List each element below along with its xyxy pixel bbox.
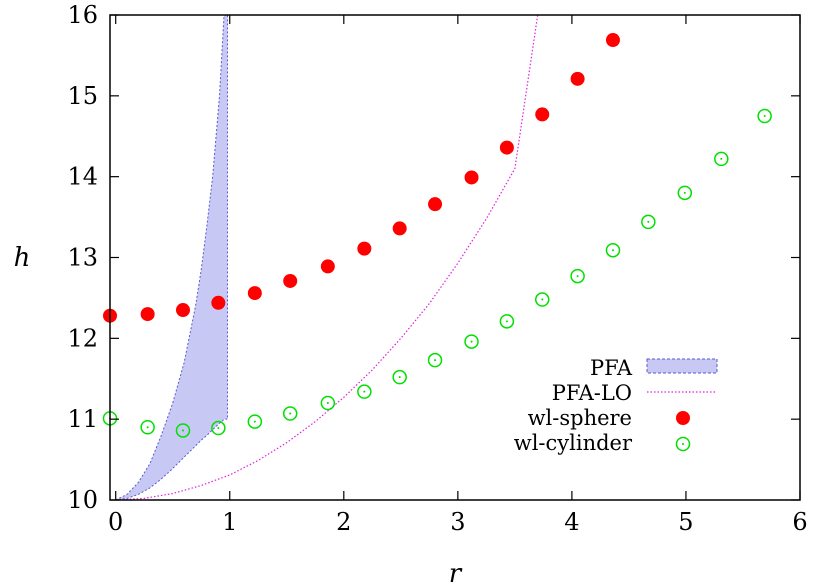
wl-sphere-point: [499, 140, 514, 155]
wl-cylinder-point-dot: [363, 390, 366, 393]
wl-cylinder-point-dot: [763, 115, 766, 118]
wl-sphere-point: [175, 303, 190, 318]
y-tick-label: 13: [67, 244, 98, 272]
y-tick-label: 12: [67, 324, 98, 352]
wl-cylinder-point: [247, 414, 263, 429]
wl-cylinder-point-dot: [146, 426, 149, 429]
pfa-band-layer: [115, 15, 228, 500]
wl-cylinder-point: [392, 369, 407, 385]
wl-cylinder-point: [570, 268, 585, 284]
x-tick-label: 4: [564, 508, 579, 536]
y-tick-label: 15: [67, 82, 98, 110]
wl-cylinder-point: [357, 384, 372, 399]
wl-cylinder-point: [757, 108, 772, 124]
wl-sphere-point: [392, 221, 407, 236]
y-tick-label: 11: [67, 405, 98, 433]
wl-cylinder-point: [140, 420, 155, 435]
wl-cylinder-point-dot: [720, 157, 723, 160]
legend: PFA PFA-LO wl-sphere wl-cylinder: [514, 356, 718, 455]
y-tick-label: 14: [67, 163, 98, 191]
wl-cylinder-point-dot: [434, 359, 437, 362]
wl-cylinder-point: [320, 395, 336, 411]
wl-sphere-point: [211, 295, 226, 310]
wl-cylinder-point-dot: [505, 320, 508, 323]
x-tick-label: 2: [336, 508, 351, 536]
wl-sphere-point: [247, 286, 262, 301]
wl-sphere-point: [140, 307, 155, 322]
wl-cylinder-point: [714, 151, 729, 167]
y-axis-label: h: [14, 243, 31, 273]
pfa-band: [115, 15, 228, 500]
wl-sphere-point: [428, 197, 443, 212]
legend-label-wl-cylinder: wl-cylinder: [514, 431, 633, 455]
wl-cylinder-point: [175, 423, 191, 438]
wl-cylinder-point-dot: [289, 412, 292, 415]
wl-cylinder-point-dot: [470, 340, 473, 343]
wl-cylinder-point-dot: [647, 220, 650, 223]
wl-cylinder-point-dot: [683, 191, 686, 194]
legend-label-wl-sphere: wl-sphere: [528, 406, 632, 430]
wl-cylinder-point-dot: [398, 376, 401, 379]
pfa-lo-line-layer: [115, 15, 539, 500]
wl-sphere-point: [605, 33, 620, 48]
legend-marker-wl-sphere: [676, 411, 690, 425]
x-tick-label: 1: [222, 508, 237, 536]
pfa-lo-line: [115, 15, 539, 500]
wl-cylinder-point: [499, 314, 515, 329]
wl-cylinder-point-dot: [326, 402, 329, 404]
wl-cylinder-point-dot: [217, 427, 220, 430]
wl-cylinder-point-dot: [253, 420, 256, 423]
legend-label-pfa: PFA: [590, 356, 633, 380]
wl-sphere-point: [357, 241, 372, 256]
x-tick-label: 6: [792, 508, 807, 536]
legend-marker-wl-cylinder-dot: [682, 443, 684, 445]
wl-sphere-point: [464, 170, 479, 185]
points-layer: [102, 33, 772, 438]
legend-swatch-pfa: [646, 358, 718, 374]
wl-sphere-point: [535, 107, 550, 122]
wl-cylinder-point: [211, 420, 226, 436]
wl-cylinder-point: [282, 406, 298, 421]
wl-cylinder-point-dot: [181, 429, 184, 432]
legend-marker-wl-cylinder: [675, 436, 691, 452]
x-tick-label: 3: [450, 508, 465, 536]
x-tick-label: 5: [678, 508, 693, 536]
y-tick-label: 10: [67, 486, 98, 514]
legend-label-pfa-lo: PFA-LO: [552, 381, 632, 405]
wl-cylinder-point-dot: [541, 298, 544, 301]
wl-cylinder-point-dot: [576, 275, 579, 278]
wl-cylinder-point: [605, 242, 621, 258]
wl-cylinder-point: [641, 214, 656, 230]
wl-cylinder-point: [534, 292, 550, 307]
wl-sphere-point: [283, 273, 298, 288]
y-tick-label: 16: [67, 1, 98, 29]
wl-cylinder-point: [427, 352, 443, 368]
x-tick-label: 0: [108, 508, 123, 536]
wl-sphere-point: [570, 71, 585, 86]
wl-cylinder-point: [464, 334, 479, 349]
wl-sphere-point: [320, 259, 335, 274]
x-axis-label: r: [449, 559, 463, 588]
wl-cylinder-point-dot: [611, 249, 614, 252]
wl-cylinder-point: [677, 185, 693, 201]
